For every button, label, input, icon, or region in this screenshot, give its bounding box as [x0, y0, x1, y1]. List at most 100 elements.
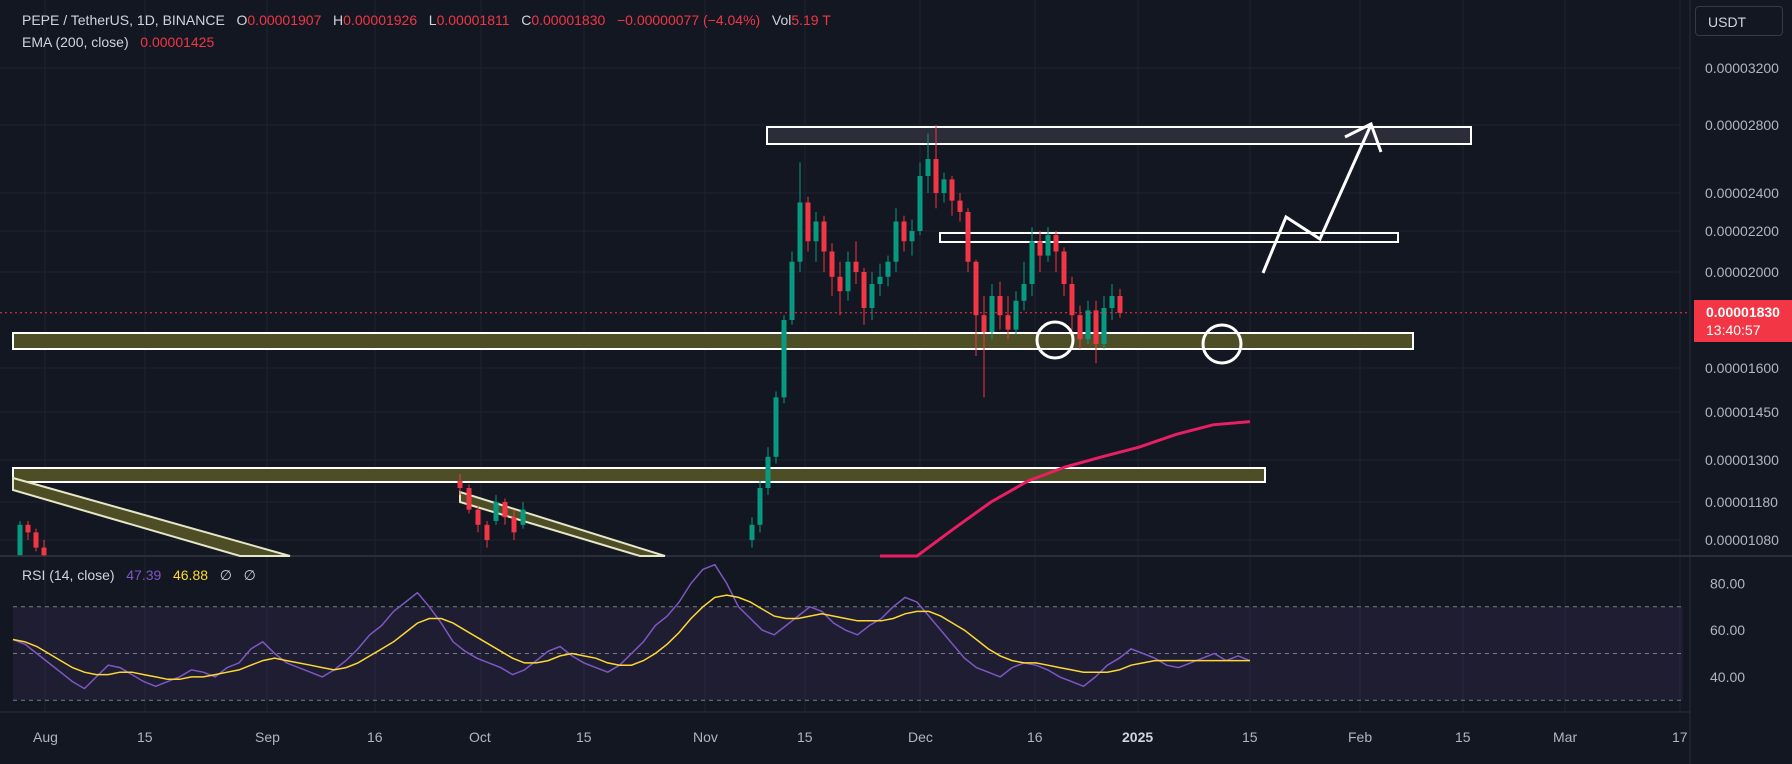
rsi-axis-label: 40.00: [1710, 669, 1745, 685]
candle-body: [773, 397, 779, 457]
candle-body: [829, 251, 835, 277]
rsi-ma-value: 46.88: [172, 567, 209, 583]
candle-body: [861, 272, 867, 308]
retest-circle-2: [1201, 323, 1243, 365]
drawing-zones: [12, 126, 1472, 483]
time-axis-label: 15: [1242, 729, 1258, 745]
high-value: 0.00001926: [343, 12, 418, 28]
candle-body: [797, 202, 803, 262]
candle-body: [813, 221, 819, 242]
time-axis-label: Nov: [693, 729, 718, 745]
grid-lines: [0, 0, 1681, 712]
price-axis-label: 0.00001080: [1705, 532, 1779, 548]
candle-body: [1069, 284, 1075, 316]
channel-1: [12, 476, 291, 557]
channel-2: [459, 490, 666, 557]
candle-body: [502, 502, 508, 518]
candle-body: [466, 488, 472, 510]
high-label: H: [333, 12, 344, 28]
time-axis-label: 15: [797, 729, 813, 745]
candle-body: [877, 276, 883, 284]
candle-body: [853, 261, 859, 272]
candle-body: [1013, 300, 1019, 330]
candle-body: [781, 320, 787, 398]
volume-label: Vol: [771, 12, 792, 28]
open-label: O: [236, 12, 248, 28]
candle-body: [1117, 296, 1123, 313]
currency-button[interactable]: USDT: [1695, 6, 1783, 36]
candle-body: [1021, 284, 1027, 301]
candle-body: [1077, 315, 1083, 340]
candle-body: [901, 221, 907, 242]
candle-body: [1037, 241, 1043, 256]
candle-body: [981, 315, 987, 332]
resistance-zone-mid: [939, 232, 1399, 243]
bar-countdown: 13:40:57: [1706, 322, 1761, 338]
candle-body: [41, 547, 47, 556]
time-axis-label: Sep: [255, 729, 280, 745]
low-label: L: [428, 12, 437, 28]
rsi-ma-line: [12, 594, 1250, 681]
resistance-zone-top: [766, 126, 1472, 145]
candle-body: [17, 524, 23, 556]
candle-body: [933, 159, 939, 193]
candle-body: [965, 212, 971, 262]
time-axis-label: Mar: [1553, 729, 1577, 745]
time-axis-label: 2025: [1122, 729, 1153, 745]
time-axis-label: 16: [367, 729, 383, 745]
price-axis-label: 0.00002000: [1705, 264, 1779, 280]
candle-body: [1061, 251, 1067, 284]
candle-body: [493, 502, 499, 521]
candle-body: [520, 509, 526, 525]
candle-body: [989, 296, 995, 332]
candle-body: [893, 221, 899, 262]
candle-body: [457, 481, 463, 488]
candle-body: [25, 524, 31, 533]
candle-body: [917, 176, 923, 231]
candle-body: [757, 488, 763, 525]
change-value: −0.00000077 (−4.04%): [616, 12, 761, 28]
rsi-legend: RSI (14, close) 47.39 46.88 ∅ ∅: [22, 567, 256, 584]
candle-body: [1029, 241, 1035, 284]
price-axis-label: 0.00002800: [1705, 117, 1779, 133]
price-axis-label: 0.00001300: [1705, 452, 1779, 468]
price-axis-label: 0.00001180: [1705, 494, 1778, 510]
price-axis-label: 0.00001600: [1705, 360, 1779, 376]
candle-body: [925, 159, 931, 176]
candle-body: [941, 179, 947, 193]
candle-body: [957, 200, 963, 212]
candle-body: [1101, 308, 1107, 344]
time-axis-label: Oct: [469, 729, 491, 745]
support-zone: [12, 332, 1414, 350]
time-axis-label: Aug: [33, 729, 58, 745]
low-value: 0.00001811: [436, 12, 510, 28]
candle-body: [484, 524, 490, 540]
rsi-value: 47.39: [126, 567, 162, 583]
projection-arrowhead: [1344, 121, 1383, 153]
candle-body: [949, 179, 955, 201]
projection-path: [1261, 126, 1372, 274]
candle-body: [1005, 315, 1011, 330]
candle-body: [789, 261, 795, 320]
candle-body: [1109, 296, 1115, 308]
last-price-value: 0.00001830: [1706, 304, 1780, 320]
lower-support-zone: [12, 467, 1266, 483]
time-axis-label: 15: [576, 729, 592, 745]
candle-body: [973, 261, 979, 316]
time-axis: Aug 15 Sep 16 Oct 15 Nov 15 Dec 16 2025 15 Feb 15 Mar 1…: [33, 729, 1688, 745]
candle-body: [805, 202, 811, 242]
time-axis-label: 16: [1027, 729, 1043, 745]
candle-body: [845, 261, 851, 292]
candle-body: [765, 456, 771, 488]
candle-body: [1053, 235, 1059, 252]
extra-value-1: ∅: [219, 567, 232, 583]
candle-body: [869, 284, 875, 308]
price-axis-label: 0.00003200: [1705, 60, 1779, 76]
retest-circle-1: [1035, 320, 1075, 360]
symbol-label: PEPE / TetherUS, 1D, BINANCE: [22, 12, 225, 28]
open-value: 0.00001907: [247, 12, 322, 28]
time-axis-label: 15: [1455, 729, 1471, 745]
candle-body: [909, 231, 915, 242]
rsi-axis-label: 60.00: [1710, 622, 1745, 638]
